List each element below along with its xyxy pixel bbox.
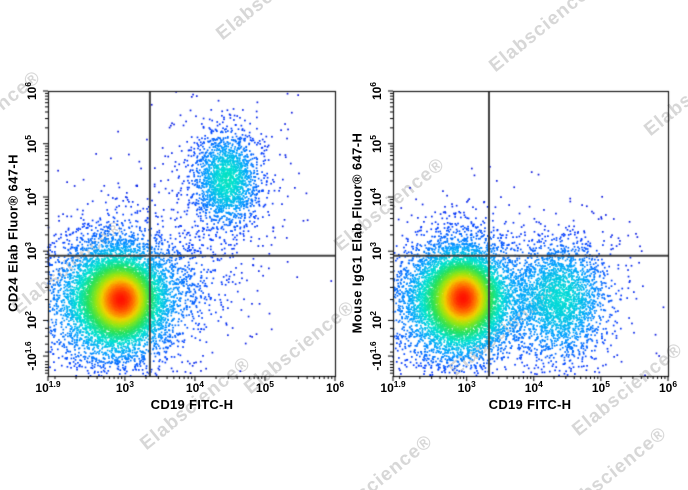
right-plot-y-axis-title: Mouse IgG1 Elab Fluor® 647-H [349, 132, 365, 334]
y-tick-label: 104 [368, 187, 384, 207]
x-tick-label: 103 [457, 379, 476, 395]
x-tick-label: 105 [591, 379, 610, 395]
x-tick-label: 101.9 [380, 379, 406, 395]
x-tick-label: 103 [115, 379, 134, 395]
y-tick-label: 103 [23, 242, 39, 261]
y-tick-label: 102 [368, 311, 384, 330]
left-plot-y-axis-title: CD24 Elab Fluor® 647-H [5, 154, 21, 312]
x-tick-label: 104 [185, 379, 204, 395]
y-tick-label: -101.6 [23, 341, 39, 371]
y-tick-label: 103 [368, 242, 384, 261]
x-tick-label: 101.9 [35, 379, 61, 395]
x-tick-label: 104 [524, 379, 543, 395]
left-plot-x-axis-title: CD19 FITC-H [150, 397, 234, 412]
x-tick-label: 105 [255, 379, 275, 395]
right-plot-x-axis-title: CD19 FITC-H [488, 397, 572, 412]
y-tick-label: -101.6 [368, 341, 384, 371]
y-tick-label: 105 [368, 134, 384, 153]
x-tick-label: 106 [325, 379, 345, 395]
y-tick-label: 106 [368, 81, 384, 101]
y-tick-label: 106 [23, 81, 39, 101]
y-tick-label: 104 [23, 187, 39, 207]
y-tick-label: 105 [23, 134, 39, 153]
y-tick-label: 102 [23, 311, 39, 330]
x-tick-label: 106 [658, 379, 678, 395]
